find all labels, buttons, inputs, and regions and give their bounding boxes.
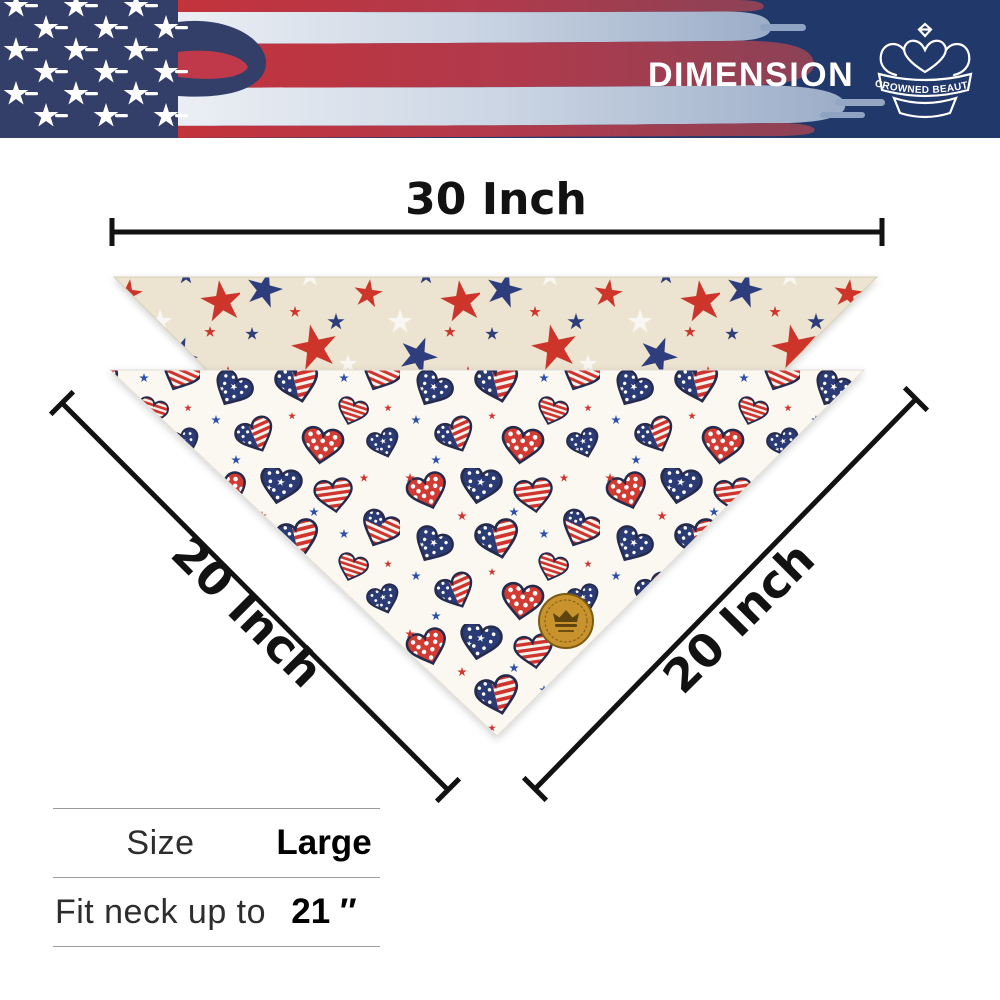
hearts-bandana — [108, 369, 866, 737]
size-table: Size Large Fit neck up to 21 ″ — [53, 808, 380, 947]
size-value: Large — [276, 823, 372, 862]
table-row-size: Size Large — [53, 809, 380, 877]
right-dimension-line — [521, 385, 930, 803]
width-dimension-label: 30 Inch — [405, 174, 587, 225]
fit-neck-value: 21 ″ — [291, 892, 357, 931]
flag-stripes — [150, 0, 885, 138]
width-dimension-line — [109, 218, 885, 246]
flag-canton — [0, 0, 267, 138]
size-label: Size — [126, 823, 195, 862]
flag-banner-art: DIMENSION CROWNED BEAUTY — [0, 0, 1000, 138]
header-banner: DIMENSION CROWNED BEAUTY — [0, 0, 1000, 138]
table-row-fit-neck: Fit neck up to 21 ″ — [53, 877, 380, 946]
left-dimension-line — [48, 389, 462, 804]
brand-button-icon — [538, 593, 594, 649]
fit-neck-label: Fit neck up to — [54, 892, 267, 931]
right-dimension-label: 20 Inch — [652, 531, 824, 703]
banner-title: DIMENSION — [648, 56, 854, 94]
